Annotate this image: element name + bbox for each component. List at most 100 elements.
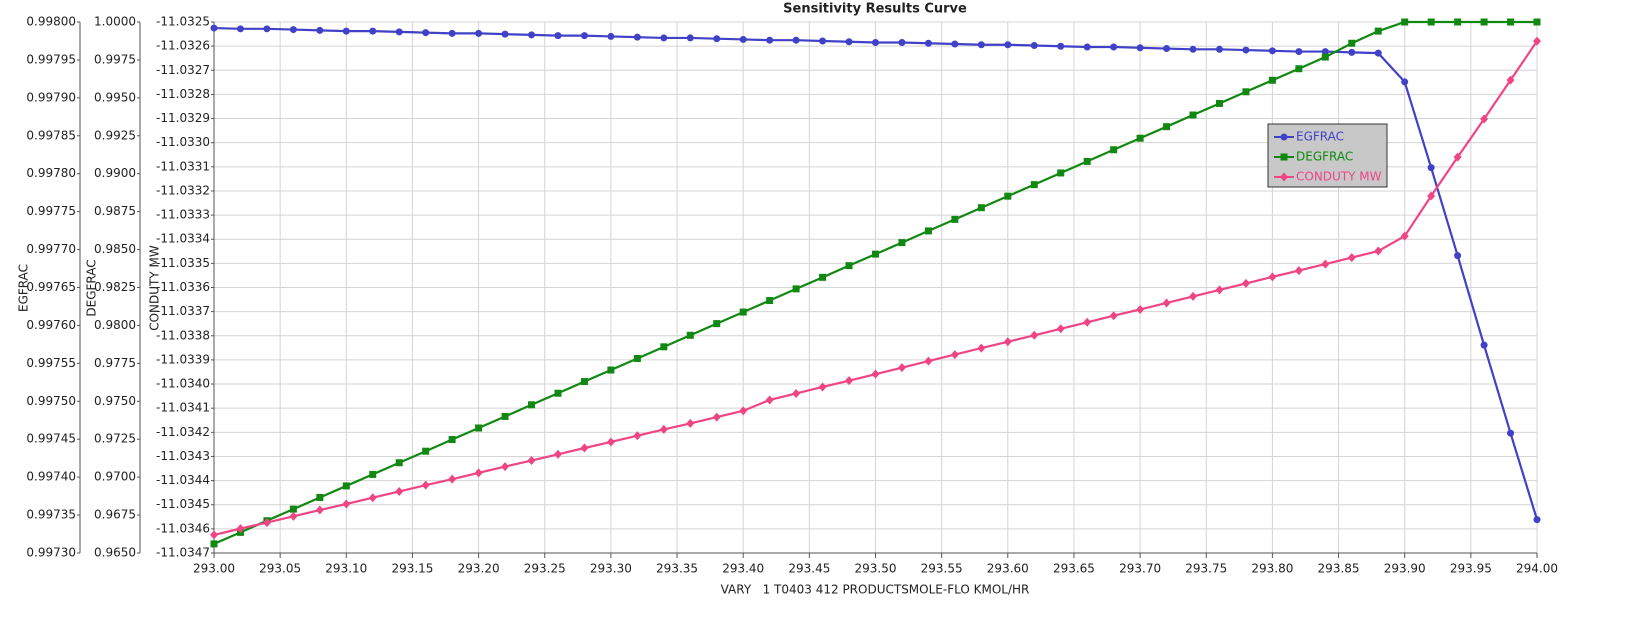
point <box>898 239 906 247</box>
y-tick-label: 0.99785 <box>26 128 76 142</box>
y2-tick-label: 0.9750 <box>94 394 136 408</box>
point <box>448 474 457 484</box>
y2-tick-label: 0.9900 <box>94 166 136 180</box>
y-tick-label: 0.99755 <box>26 356 76 370</box>
point <box>792 285 800 293</box>
point <box>316 26 324 34</box>
point <box>342 499 351 509</box>
point <box>368 493 377 503</box>
y3-tick-label: -11.0336 <box>156 280 210 294</box>
x-axis-label: VARY 1 T0403 412 PRODUCTSMOLE-FLO KMOL/H… <box>721 583 1030 597</box>
point <box>1321 259 1330 269</box>
point <box>1374 27 1382 35</box>
point <box>607 32 615 40</box>
point <box>474 468 483 478</box>
y3-tick-label: -11.0341 <box>156 401 210 415</box>
point <box>422 447 430 455</box>
point <box>580 32 588 40</box>
point <box>395 28 403 36</box>
point <box>660 34 668 42</box>
y3-tick-label: -11.0344 <box>156 473 210 487</box>
point <box>845 376 854 386</box>
point <box>1506 75 1515 85</box>
point <box>1321 53 1329 61</box>
x-tick-label: 293.00 <box>193 562 235 576</box>
point <box>713 35 721 43</box>
point <box>765 395 774 405</box>
point <box>1163 123 1171 131</box>
point <box>554 32 562 40</box>
y2-tick-label: 0.9850 <box>94 242 136 256</box>
point <box>528 31 536 39</box>
point <box>1295 65 1303 73</box>
point <box>553 449 562 459</box>
legend-label: DEGFRAC <box>1296 150 1353 164</box>
point <box>1347 253 1356 263</box>
point <box>1030 330 1039 340</box>
point <box>1057 42 1065 50</box>
y3-tick-label: -11.0334 <box>156 232 210 246</box>
point <box>527 456 536 466</box>
point <box>342 482 350 490</box>
point <box>554 389 562 397</box>
point <box>977 41 985 49</box>
y3-tick-label: -11.0331 <box>156 159 210 173</box>
point <box>395 459 403 467</box>
legend-label: EGFRAC <box>1296 130 1344 144</box>
point <box>1401 18 1409 26</box>
y-tick-label: 0.99735 <box>26 508 76 522</box>
point <box>316 493 324 501</box>
point <box>951 40 959 48</box>
point <box>633 355 641 363</box>
point <box>977 204 985 212</box>
point <box>1400 231 1409 241</box>
point <box>739 35 747 43</box>
y2-tick-label: 0.9650 <box>94 546 136 560</box>
x-tick-label: 293.55 <box>921 562 963 576</box>
point <box>1004 41 1012 49</box>
x-tick-label: 293.50 <box>855 562 897 576</box>
y3-tick-label: -11.0329 <box>156 111 210 125</box>
point <box>1294 266 1303 276</box>
point <box>263 25 271 33</box>
y3-tick-label: -11.0333 <box>156 208 210 222</box>
point <box>475 29 483 37</box>
point <box>1083 317 1092 327</box>
point <box>897 363 906 373</box>
point <box>766 36 774 44</box>
point <box>369 27 377 35</box>
point <box>1533 36 1541 46</box>
x-tick-label: 293.85 <box>1318 562 1360 576</box>
point <box>1004 192 1012 200</box>
legend-marker <box>1280 153 1288 161</box>
point <box>819 273 827 281</box>
point <box>872 250 879 258</box>
point <box>1321 48 1329 56</box>
point <box>712 412 721 422</box>
point <box>1480 341 1488 349</box>
point <box>1268 76 1276 84</box>
y3-tick-label: -11.0339 <box>156 352 210 366</box>
y2-tick-label: 0.9775 <box>94 356 136 370</box>
point <box>236 25 244 33</box>
point <box>1189 111 1197 119</box>
point <box>1136 134 1144 142</box>
y2-tick-label: 0.9925 <box>94 128 136 142</box>
y2-tick-label: 1.0000 <box>94 15 136 29</box>
chart-title: Sensitivity Results Curve <box>783 2 967 17</box>
point <box>659 424 668 434</box>
point <box>395 486 404 496</box>
point <box>1533 516 1541 524</box>
point <box>686 34 694 42</box>
point <box>1480 114 1489 124</box>
point <box>448 436 456 444</box>
legend-label: CONDUTY MW <box>1296 170 1382 184</box>
point <box>950 350 959 360</box>
y2-tick-label: 0.9975 <box>94 52 136 66</box>
x-tick-label: 293.70 <box>1119 562 1161 576</box>
point <box>1083 43 1091 51</box>
point <box>1454 252 1462 260</box>
point <box>1057 169 1065 177</box>
point <box>210 540 218 548</box>
